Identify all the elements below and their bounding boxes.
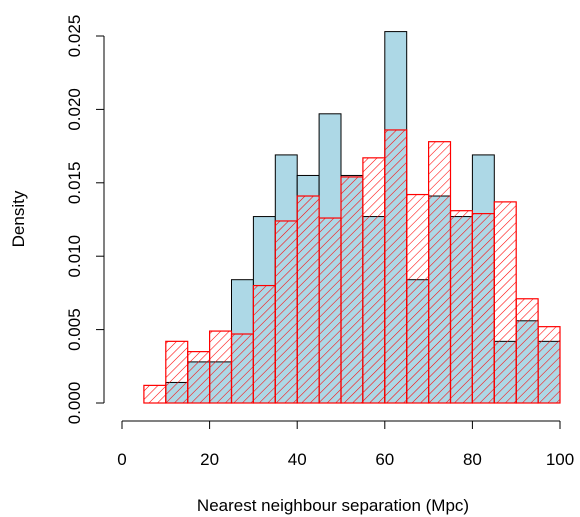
x-tick-label-3: 60	[375, 450, 394, 469]
hatched-bar-6	[252, 284, 276, 404]
x-tick-label-2: 40	[288, 450, 307, 469]
y-tick-label-0: 0.000	[65, 382, 84, 425]
y-tick-label-4: 0.020	[65, 88, 84, 131]
y-tick-label-2: 0.010	[65, 235, 84, 278]
y-axis-title: Density	[9, 190, 28, 247]
hatched-bar-19	[537, 326, 561, 404]
x-tick-label-5: 100	[546, 450, 574, 469]
hatched-bar-3	[187, 351, 211, 404]
x-axis-title: Nearest neighbour separation (Mpc)	[197, 496, 469, 515]
hatched-bar-8	[296, 195, 320, 404]
y-tick-label-1: 0.005	[65, 308, 84, 351]
hatched-bar-2	[165, 340, 189, 404]
axes: 0 20 40 60 80 100 0.000 0.005 0.010 0.015 0.020 0.0…	[65, 15, 574, 469]
hatched-bar-11	[362, 157, 386, 404]
hatched-bar-17	[493, 201, 517, 404]
x-tick-label-1: 20	[200, 450, 219, 469]
x-tick-label-4: 80	[463, 450, 482, 469]
hatched-bar-1	[143, 384, 167, 404]
x-tick-label-0: 0	[117, 450, 126, 469]
hatched-histogram-series	[143, 129, 561, 404]
hatched-bar-10	[340, 176, 364, 404]
hatched-bar-12	[384, 129, 408, 404]
hatched-bar-5	[230, 333, 254, 404]
hatched-bar-4	[209, 330, 233, 404]
hatched-bar-7	[274, 220, 298, 404]
hatched-bar-14	[428, 141, 452, 404]
hatched-bar-9	[318, 217, 342, 404]
hatched-bar-15	[449, 210, 473, 404]
y-tick-label-3: 0.015	[65, 162, 84, 205]
hatched-bar-13	[406, 193, 430, 404]
y-tick-label-5: 0.025	[65, 15, 84, 58]
hatched-bar-18	[515, 298, 539, 404]
hatched-bar-16	[471, 213, 495, 404]
